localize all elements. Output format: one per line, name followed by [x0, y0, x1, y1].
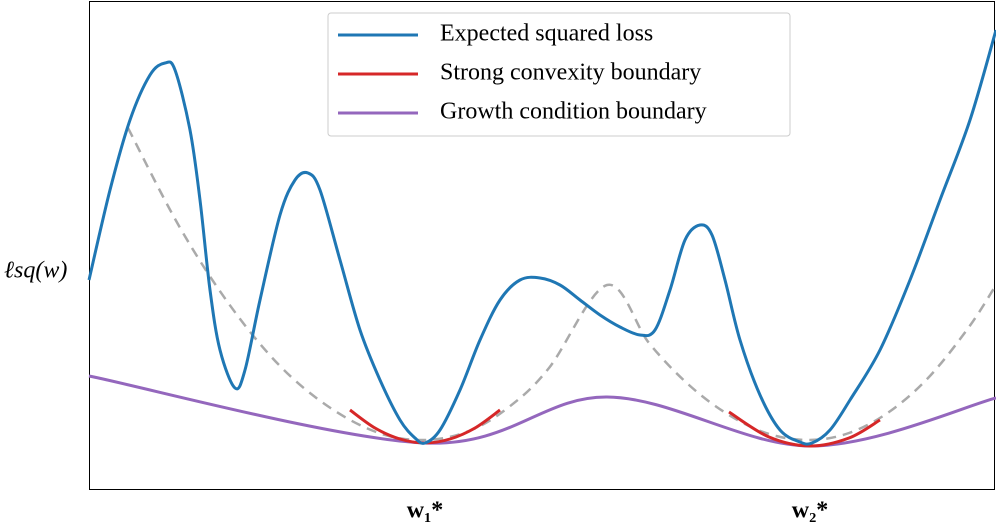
y-axis-label: ℓsq(w)	[4, 258, 67, 284]
legend-label: Growth condition boundary	[440, 99, 707, 125]
series-line	[88, 374, 996, 448]
legend-label: Expected squared loss	[440, 21, 653, 47]
legend-label: Strong convexity boundary	[440, 60, 701, 86]
series-line	[87, 29, 996, 446]
plot-frame	[89, 1, 995, 490]
reference-curve	[126, 127, 996, 442]
legend-box	[327, 12, 791, 137]
x-tick-label: w₁*	[407, 498, 444, 524]
x-tick-label: w₂*	[792, 498, 829, 524]
